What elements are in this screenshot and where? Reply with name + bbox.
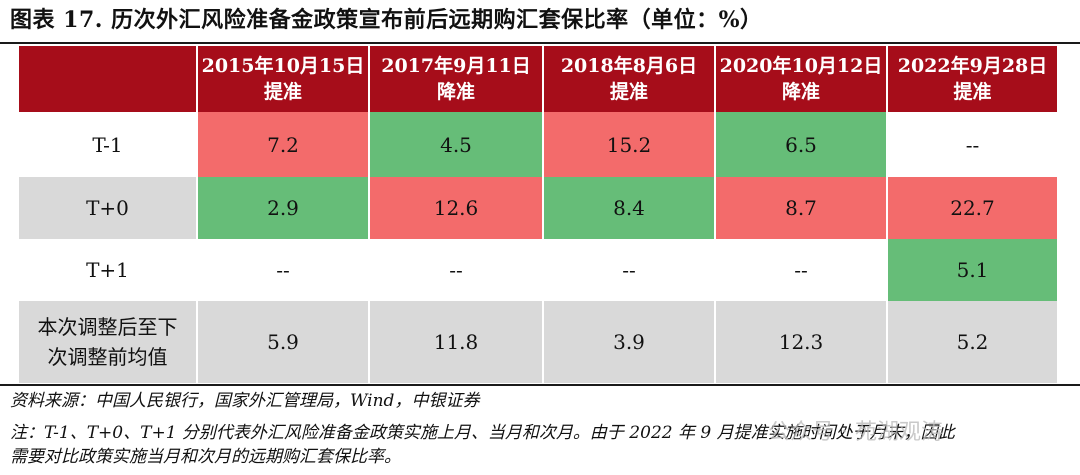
table-cell: 4.5 bbox=[369, 112, 544, 177]
column-header: 2015年10月15日 提准 bbox=[197, 46, 370, 112]
table-cell: -- bbox=[887, 112, 1057, 177]
table-cell: 6.5 bbox=[715, 112, 888, 177]
figure-title: 图表 17. 历次外汇风险准备金政策宣布前后远期购汇套保比率（单位：%） bbox=[10, 7, 763, 33]
table-row: 本次调整后至下 次调整前均值 5.9 11.8 3.9 12.3 5.2 bbox=[19, 301, 1057, 383]
bottom-rule bbox=[0, 384, 1080, 386]
table-cell: -- bbox=[543, 239, 716, 301]
table-cell: 3.9 bbox=[543, 301, 716, 383]
table-cell: 5.2 bbox=[887, 301, 1057, 383]
row-label: T-1 bbox=[19, 112, 198, 177]
header-corner bbox=[19, 46, 198, 112]
column-header: 2022年9月28日 提准 bbox=[887, 46, 1057, 112]
table-cell: 7.2 bbox=[197, 112, 370, 177]
source-note: 资料来源：中国人民银行，国家外汇管理局，Wind，中银证券 bbox=[10, 391, 480, 411]
table-cell: -- bbox=[715, 239, 888, 301]
column-header: 2018年8月6日 提准 bbox=[543, 46, 716, 112]
table-cell: 8.4 bbox=[543, 177, 716, 239]
table-cell: 22.7 bbox=[887, 177, 1057, 239]
table-cell: -- bbox=[197, 239, 370, 301]
column-header: 2020年10月12日 降准 bbox=[715, 46, 888, 112]
table-cell: 5.9 bbox=[197, 301, 370, 383]
row-label: 本次调整后至下 次调整前均值 bbox=[19, 301, 198, 383]
table-cell: 15.2 bbox=[543, 112, 716, 177]
header-row: 2015年10月15日 提准 2017年9月11日 降准 2018年8月6日 提准 2… bbox=[19, 46, 1057, 112]
top-rule bbox=[0, 42, 1080, 44]
row-label: T+1 bbox=[19, 239, 198, 301]
footnote-line-1: 注：T-1、T+0、T+1 分别代表外汇风险准备金政策实施上月、当月和次月。由于… bbox=[10, 423, 955, 443]
table-cell: 12.3 bbox=[715, 301, 888, 383]
table-cell: 8.7 bbox=[715, 177, 888, 239]
table-row: T+0 2.9 12.6 8.4 8.7 22.7 bbox=[19, 177, 1057, 239]
column-header: 2017年9月11日 降准 bbox=[369, 46, 544, 112]
table-cell: -- bbox=[369, 239, 544, 301]
watermark: 公众号 · 苑湖观涛 bbox=[768, 420, 943, 445]
data-table: 2015年10月15日 提准 2017年9月11日 降准 2018年8月6日 提准 2… bbox=[19, 46, 1057, 383]
table-row: T+1 -- -- -- -- 5.1 bbox=[19, 239, 1057, 301]
table-cell: 5.1 bbox=[887, 239, 1057, 301]
row-label: T+0 bbox=[19, 177, 198, 239]
table-cell: 11.8 bbox=[369, 301, 544, 383]
footnote-line-2: 需要对比政策实施当月和次月的远期购汇套保比率。 bbox=[10, 447, 401, 467]
table-cell: 2.9 bbox=[197, 177, 370, 239]
table-row: T-1 7.2 4.5 15.2 6.5 -- bbox=[19, 112, 1057, 177]
table-cell: 12.6 bbox=[369, 177, 544, 239]
